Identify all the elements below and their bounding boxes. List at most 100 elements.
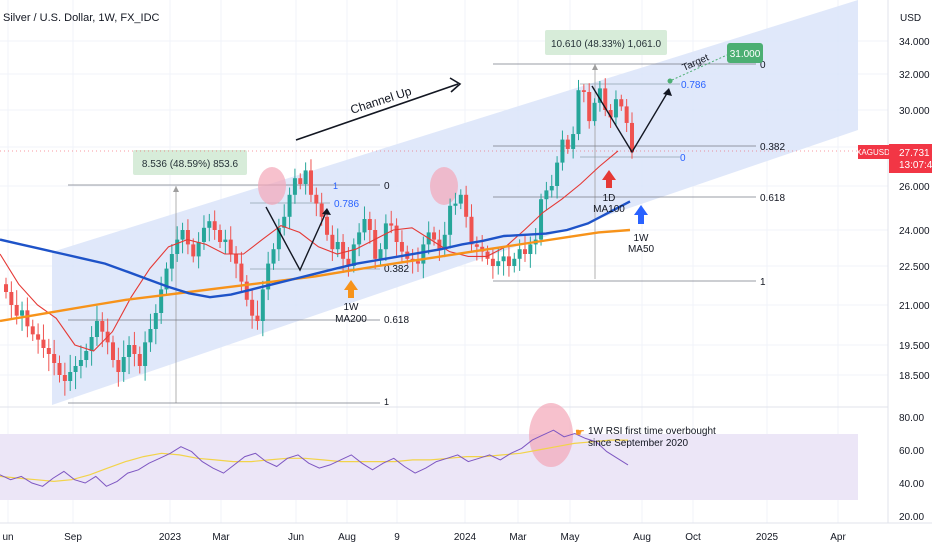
candle-body	[399, 242, 404, 252]
candle-body	[357, 232, 362, 245]
rsi-note-2: since September 2020	[588, 438, 689, 449]
price-tick-label: 26.000	[899, 182, 930, 193]
target-price: 31.000	[730, 49, 761, 60]
time-ticks[interactable]: un Sep 2023 Mar Jun Aug 9 2024 Mar May Aug Oct 2025 A…	[2, 532, 846, 543]
ma200-arrow	[344, 280, 358, 298]
measure-1-label: 8.536 (48.59%) 853.6	[142, 159, 239, 170]
target-tag	[727, 43, 763, 63]
price-tag	[889, 144, 932, 173]
candle-body	[448, 205, 453, 235]
candle-body	[522, 249, 527, 254]
fib2-618: 0.618	[760, 193, 785, 204]
candle-body	[549, 186, 554, 191]
price-axis-bg[interactable]	[888, 0, 932, 550]
candle-body	[469, 216, 474, 245]
candle-body	[223, 239, 228, 242]
candle-body	[592, 102, 597, 122]
price-tick-label: 22.500	[899, 262, 930, 273]
candle-body	[84, 351, 89, 360]
candle-body	[544, 190, 549, 200]
channel-arrow-line	[295, 83, 459, 141]
candle-body	[517, 249, 522, 259]
time-tick-label: 2024	[454, 532, 477, 543]
ma200-line	[0, 228, 631, 323]
rsi-line	[0, 429, 629, 487]
candle-body	[603, 88, 608, 110]
candle-body	[367, 219, 372, 230]
candle-body	[539, 199, 544, 240]
time-tick-label: Apr	[830, 532, 846, 543]
time-tick-label: May	[561, 532, 580, 543]
candle-body	[271, 249, 276, 264]
candle-body	[255, 315, 260, 321]
ma100-label-2: MA100	[593, 204, 625, 215]
candle-body	[260, 289, 265, 321]
candle-body	[453, 203, 458, 206]
price-tick-label: 19.500	[899, 341, 930, 352]
ma50-arrow	[634, 205, 648, 224]
fib1-1: 1	[384, 397, 389, 407]
candle-body	[282, 216, 287, 228]
candle-body	[218, 230, 223, 242]
candle-body	[234, 254, 239, 264]
fib2-0b: 0	[680, 153, 686, 164]
candle-body	[159, 289, 164, 313]
fib2-382: 0.382	[760, 142, 785, 153]
candle-body	[4, 284, 8, 292]
currency-label: USD	[900, 13, 921, 24]
time-tick-label: Mar	[509, 532, 527, 543]
candle-body	[458, 194, 463, 204]
ma50-label-1: 1W	[634, 233, 650, 244]
rsi-tick-label: 60.00	[899, 446, 924, 457]
ma100-line	[0, 150, 619, 352]
candle-body	[62, 375, 67, 381]
candle-body	[619, 99, 624, 107]
candle-body	[239, 263, 244, 282]
candle-body	[78, 360, 83, 366]
channel-label: Channel Up	[349, 84, 414, 117]
candle-body	[528, 244, 533, 254]
candle-body	[555, 162, 560, 186]
candle-body	[52, 354, 57, 363]
time-tick-label: Jun	[288, 532, 304, 543]
pattern-1-arrow	[322, 208, 331, 215]
candle-body	[89, 337, 94, 351]
candle-body	[432, 232, 437, 240]
top-circle-2	[430, 167, 458, 205]
candle-body	[351, 244, 356, 266]
candle-body	[303, 170, 308, 185]
candle-body	[46, 348, 51, 354]
symbol-tag	[858, 145, 889, 159]
candle-body	[298, 178, 303, 185]
time-tick-label: Mar	[212, 532, 230, 543]
candle-body	[506, 256, 511, 266]
target-dot	[667, 78, 673, 84]
candle-body	[250, 299, 255, 316]
candle-body	[111, 342, 116, 360]
candles	[4, 78, 634, 396]
candle-body	[325, 216, 330, 235]
candle-body	[169, 254, 174, 269]
countdown: 13:07:45	[899, 160, 932, 171]
rsi-band	[0, 434, 858, 500]
fib-set-2	[493, 63, 756, 282]
rsi-circle	[529, 403, 573, 467]
price-tick-label: 24.000	[899, 226, 930, 237]
candle-body	[464, 194, 469, 217]
candle-body	[30, 326, 35, 335]
candle-body	[319, 203, 324, 217]
candle-body	[624, 106, 629, 123]
candle-body	[57, 363, 62, 375]
candle-body	[378, 249, 383, 259]
candle-body	[335, 242, 340, 250]
candle-body	[613, 99, 618, 118]
time-tick-label: Aug	[338, 532, 356, 543]
candle-body	[121, 357, 126, 372]
candle-body	[571, 134, 576, 149]
fib1-618: 0.618	[384, 315, 409, 326]
candle-body	[512, 258, 517, 266]
rsi-tick-label: 40.00	[899, 479, 924, 490]
candle-body	[373, 230, 378, 259]
fib-set-1	[68, 184, 380, 404]
candle-body	[346, 258, 351, 266]
